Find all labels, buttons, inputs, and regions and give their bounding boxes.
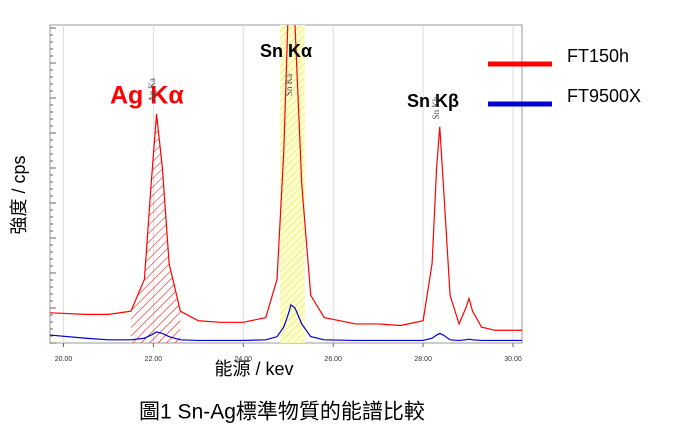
x-tick-label: 30.00 <box>504 356 522 363</box>
peak-hatch <box>130 114 181 343</box>
series-line <box>50 303 522 342</box>
annotation: Ag Ka <box>147 78 157 102</box>
x-tick-label: 26.00 <box>324 356 342 363</box>
x-tick-label: 22.00 <box>145 356 163 363</box>
highlight-band <box>280 25 305 343</box>
annotation: Sn Ka <box>284 74 294 96</box>
y-axis-label: 強度 / cps <box>9 155 29 234</box>
annotation: Ag Kα <box>110 82 184 110</box>
x-tick-label: 24.00 <box>235 356 253 363</box>
legend-label: FT9500X <box>567 86 641 106</box>
legend-label: FT150h <box>567 46 629 66</box>
x-tick-label: 28.00 <box>414 356 432 363</box>
series-line <box>50 25 522 331</box>
x-axis-label: 能源 / kev <box>214 359 293 379</box>
annotation: Sn Kα <box>260 41 312 61</box>
annotation: Sn Kβ <box>407 91 459 111</box>
x-tick-label: 20.00 <box>55 356 73 363</box>
annotation: Sn Kb <box>431 96 441 119</box>
caption: 圖1 Sn-Ag標準物質的能譜比較 <box>139 401 425 424</box>
